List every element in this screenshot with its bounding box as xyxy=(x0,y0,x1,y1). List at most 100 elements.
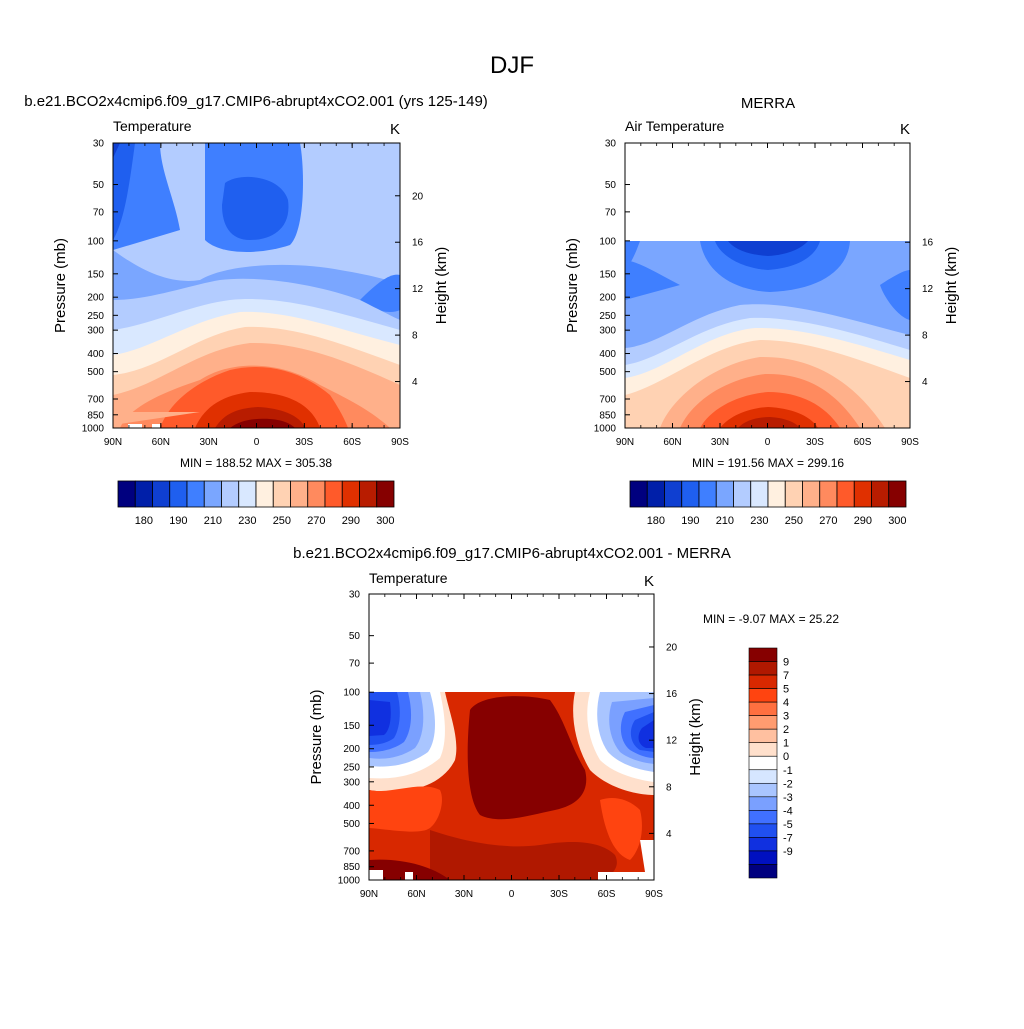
colorbar-label: -4 xyxy=(783,805,793,817)
y2-tick-label: 12 xyxy=(666,736,678,747)
y-tick-label: 300 xyxy=(87,326,104,337)
y-tick-label: 70 xyxy=(605,207,617,218)
colorbar-swatch xyxy=(853,480,872,508)
colorbar-swatch xyxy=(802,480,821,508)
colorbar-swatch xyxy=(748,647,778,662)
y2-axis-label: Height (km) xyxy=(687,698,704,776)
colorbar-swatch xyxy=(748,796,778,811)
y2-tick-label: 8 xyxy=(666,782,672,793)
contour-fill xyxy=(369,692,654,880)
colorbar: 180 190 210 230 250 270 290 300 xyxy=(629,480,907,527)
colorbar-swatch xyxy=(186,480,205,508)
colorbar-swatch xyxy=(748,688,778,703)
contour-fill xyxy=(113,143,400,428)
colorbar-label: 230 xyxy=(238,515,256,527)
y-tick-label: 850 xyxy=(87,410,104,421)
colorbar-label: 290 xyxy=(342,515,360,527)
colorbar-label: 300 xyxy=(888,515,906,527)
colorbar-swatch xyxy=(290,480,309,508)
colorbar-swatch xyxy=(203,480,222,508)
colorbar-label: 300 xyxy=(376,515,394,527)
stats-text: MIN = -9.07 MAX = 25.22 xyxy=(703,612,839,626)
colorbar-swatch xyxy=(681,480,700,508)
panel-left-label: Temperature xyxy=(113,118,192,134)
stats-text: MIN = 191.56 MAX = 299.16 xyxy=(692,456,844,470)
colorbar-swatch xyxy=(272,480,291,508)
colorbar-swatch xyxy=(664,480,683,508)
colorbar-swatch xyxy=(646,480,665,508)
units-label: K xyxy=(900,121,910,138)
colorbar-swatch xyxy=(748,864,778,879)
colorbar-swatch xyxy=(715,480,734,508)
y-tick-label: 150 xyxy=(87,269,104,280)
colorbar-swatch xyxy=(748,701,778,716)
panel-merra: MERRA Air Temperature K xyxy=(564,95,960,527)
y2-tick-label: 20 xyxy=(666,642,678,653)
colorbar-label: 210 xyxy=(204,515,222,527)
x-tick-label: 90S xyxy=(391,437,409,448)
y-tick-label: 100 xyxy=(343,688,360,699)
y-axis-label: Pressure (mb) xyxy=(52,238,69,333)
y-tick-label: 700 xyxy=(343,846,360,857)
colorbar-swatch xyxy=(767,480,786,508)
axes: 90N 60N 30N 0 30S 60S 90S 30 50 70 100 150 200 250 300… xyxy=(564,139,960,449)
y-tick-label: 100 xyxy=(599,236,616,247)
panel-left-label: Air Temperature xyxy=(625,118,725,134)
units-label: K xyxy=(390,121,400,138)
y-tick-label: 400 xyxy=(599,349,616,360)
y-tick-label: 1000 xyxy=(594,424,617,435)
y-tick-label: 300 xyxy=(343,777,360,788)
colorbar-swatch xyxy=(748,661,778,676)
colorbar-swatch xyxy=(376,480,395,508)
colorbar-label: -7 xyxy=(783,832,793,844)
y2-axis-label: Height (km) xyxy=(943,247,960,325)
stats-text: MIN = 188.52 MAX = 305.38 xyxy=(180,456,332,470)
y-tick-label: 30 xyxy=(93,139,105,150)
colorbar: 97 54 32 10 -1-2 -3-4 -5-7 -9 xyxy=(748,647,793,879)
y-tick-label: 150 xyxy=(599,269,616,280)
colorbar-label: 7 xyxy=(783,670,789,682)
colorbar-label: 210 xyxy=(716,515,734,527)
y-tick-label: 850 xyxy=(343,862,360,873)
colorbar-swatch xyxy=(836,480,855,508)
x-tick-label: 30S xyxy=(295,437,313,448)
y2-tick-label: 8 xyxy=(412,331,418,342)
x-tick-label: 30S xyxy=(550,889,568,900)
colorbar-swatch xyxy=(748,782,778,798)
x-tick-label: 90S xyxy=(645,889,663,900)
colorbar-swatch xyxy=(324,480,343,508)
colorbar-swatch xyxy=(169,480,188,508)
y2-tick-label: 16 xyxy=(666,689,678,700)
y-tick-label: 30 xyxy=(349,590,361,601)
y2-tick-label: 12 xyxy=(922,284,934,295)
colorbar-swatch xyxy=(307,480,326,508)
y-tick-label: 500 xyxy=(87,367,104,378)
colorbar-label: 270 xyxy=(819,515,837,527)
y-tick-label: 850 xyxy=(599,410,616,421)
y-tick-label: 300 xyxy=(599,326,616,337)
y-axis-label: Pressure (mb) xyxy=(564,238,581,333)
colorbar-label: 270 xyxy=(307,515,325,527)
colorbar-swatch xyxy=(221,480,240,508)
colorbar-label: 230 xyxy=(750,515,768,527)
x-tick-label: 30N xyxy=(199,437,217,448)
x-tick-label: 0 xyxy=(254,437,260,448)
colorbar-label: 4 xyxy=(783,697,789,709)
colorbar-swatch xyxy=(748,769,778,784)
colorbar-label: 190 xyxy=(681,515,699,527)
y-tick-label: 400 xyxy=(343,801,360,812)
y-tick-label: 200 xyxy=(343,744,360,755)
colorbar-label: -2 xyxy=(783,778,793,790)
colorbar-label: 9 xyxy=(783,657,789,669)
y2-tick-label: 12 xyxy=(412,284,424,295)
x-tick-label: 90N xyxy=(360,889,378,900)
colorbar-label: 290 xyxy=(854,515,872,527)
y2-tick-label: 4 xyxy=(922,377,928,388)
colorbar-swatch xyxy=(748,674,778,689)
y-tick-label: 50 xyxy=(93,180,105,191)
y-tick-label: 1000 xyxy=(338,876,361,887)
y-axis-label: Pressure (mb) xyxy=(308,689,325,784)
colorbar-swatch xyxy=(748,742,778,757)
colorbar-label: 3 xyxy=(783,711,789,723)
